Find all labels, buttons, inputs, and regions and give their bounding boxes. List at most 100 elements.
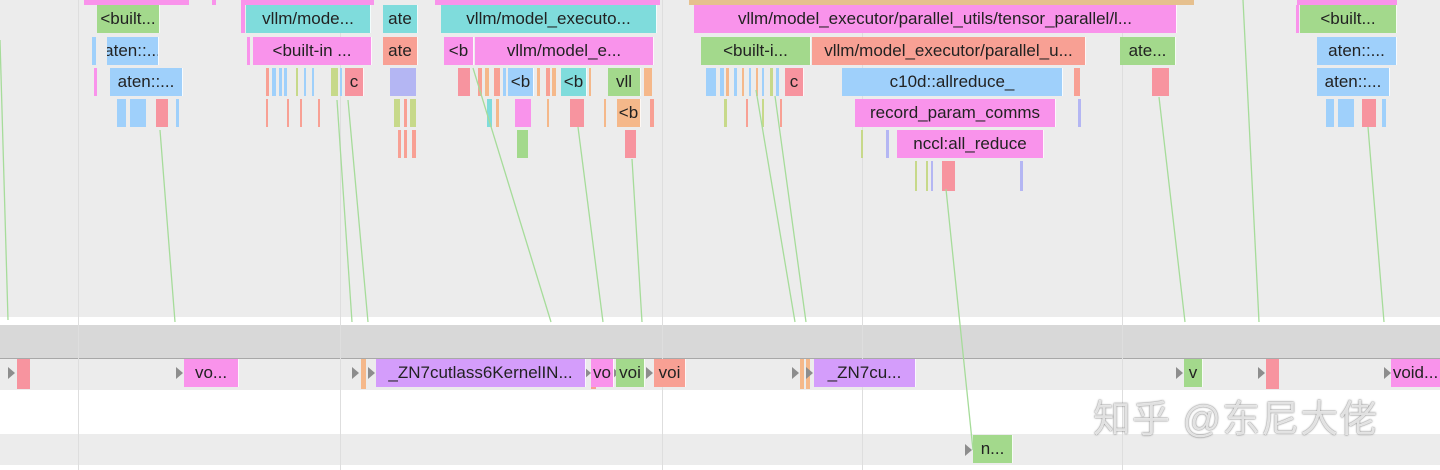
slice-sliver[interactable]: [742, 68, 744, 96]
slice-sliver[interactable]: [296, 68, 298, 96]
gpu-kernel-slice[interactable]: void...: [1391, 359, 1440, 387]
expand-triangle-icon[interactable]: [792, 367, 799, 379]
slice-sliver[interactable]: [496, 99, 499, 127]
process-header[interactable]: [0, 325, 1440, 359]
slice-sliver[interactable]: [312, 68, 314, 96]
slice-sliver[interactable]: [212, 0, 216, 5]
expand-triangle-icon[interactable]: [646, 367, 653, 379]
slice-sliver[interactable]: [1297, 0, 1397, 5]
cpu-slice[interactable]: vllm/model_e...: [475, 37, 654, 65]
slice-sliver[interactable]: [304, 68, 306, 96]
slice-sliver[interactable]: [517, 130, 528, 158]
slice-sliver[interactable]: [485, 68, 489, 96]
expand-triangle-icon[interactable]: [176, 367, 183, 379]
cpu-slice[interactable]: vll: [608, 68, 641, 96]
slice-sliver[interactable]: [494, 68, 500, 96]
slice-sliver[interactable]: [487, 99, 492, 127]
slice-sliver[interactable]: [241, 0, 374, 5]
slice-sliver[interactable]: [762, 99, 764, 127]
slice-sliver[interactable]: [770, 68, 773, 96]
cpu-slice[interactable]: <built...: [1300, 5, 1397, 33]
slice-sliver[interactable]: [503, 68, 506, 96]
expand-triangle-icon[interactable]: [1384, 367, 1391, 379]
cpu-slice[interactable]: c10d::allreduce_: [842, 68, 1063, 96]
gpu-kernel-slice[interactable]: _ZN7cutlass6KernelIN...: [376, 359, 586, 387]
cpu-slice[interactable]: ate: [383, 37, 418, 65]
gpu-kernel-slice[interactable]: vo...: [184, 359, 239, 387]
slice-sliver[interactable]: [361, 359, 366, 389]
expand-triangle-icon[interactable]: [352, 367, 359, 379]
expand-triangle-icon[interactable]: [1176, 367, 1183, 379]
cpu-slice[interactable]: record_param_comms: [855, 99, 1056, 127]
slice-sliver[interactable]: [435, 0, 660, 5]
slice-sliver[interactable]: [279, 68, 282, 96]
slice-sliver[interactable]: [17, 359, 30, 389]
slice-sliver[interactable]: [552, 68, 556, 96]
cpu-slice[interactable]: <b: [617, 99, 641, 127]
expand-triangle-icon[interactable]: [965, 444, 972, 456]
slice-sliver[interactable]: [318, 99, 320, 127]
slice-sliver[interactable]: [644, 68, 652, 96]
slice-sliver[interactable]: [117, 99, 126, 127]
slice-sliver[interactable]: [176, 99, 179, 127]
slice-sliver[interactable]: [404, 130, 407, 158]
slice-sliver[interactable]: [547, 99, 549, 127]
gpu-kernel-slice[interactable]: _ZN7cu...: [814, 359, 916, 387]
slice-sliver[interactable]: [915, 161, 917, 191]
slice-sliver[interactable]: [625, 130, 636, 158]
slice-sliver[interactable]: [241, 5, 245, 33]
slice-sliver[interactable]: [1152, 68, 1169, 96]
cpu-slice[interactable]: <b: [508, 68, 534, 96]
slice-sliver[interactable]: [272, 68, 276, 96]
expand-triangle-icon[interactable]: [584, 367, 591, 379]
slice-sliver[interactable]: [1296, 5, 1299, 33]
slice-sliver[interactable]: [734, 68, 737, 96]
slice-sliver[interactable]: [726, 68, 729, 96]
cpu-slice[interactable]: aten::...: [1317, 37, 1397, 65]
slice-sliver[interactable]: [410, 99, 416, 127]
cpu-slice[interactable]: aten::...: [1317, 68, 1390, 96]
slice-sliver[interactable]: [546, 68, 550, 96]
slice-sliver[interactable]: [92, 37, 96, 65]
slice-sliver[interactable]: [724, 99, 727, 127]
cpu-slice[interactable]: <built-in ...: [253, 37, 372, 65]
slice-sliver[interactable]: [689, 0, 1194, 5]
slice-sliver[interactable]: [390, 68, 416, 96]
slice-sliver[interactable]: [780, 99, 782, 127]
slice-sliver[interactable]: [1078, 99, 1081, 127]
slice-sliver[interactable]: [776, 68, 779, 96]
cpu-slice[interactable]: nccl:all_reduce: [897, 130, 1044, 158]
cpu-slice[interactable]: <built-i...: [701, 37, 811, 65]
cpu-slice[interactable]: vllm/mode...: [246, 5, 371, 33]
slice-sliver[interactable]: [84, 0, 189, 5]
slice-sliver[interactable]: [942, 161, 955, 191]
slice-sliver[interactable]: [749, 68, 751, 96]
slice-sliver[interactable]: [1074, 68, 1080, 96]
cpu-slice[interactable]: vllm/model_executo...: [441, 5, 657, 33]
slice-sliver[interactable]: [720, 68, 724, 96]
slice-sliver[interactable]: [931, 161, 933, 191]
slice-sliver[interactable]: [604, 99, 606, 127]
cpu-slice[interactable]: ate...: [1120, 37, 1176, 65]
gpu-kernel-slice[interactable]: voi: [654, 359, 686, 387]
slice-sliver[interactable]: [398, 130, 401, 158]
slice-sliver[interactable]: [287, 99, 289, 127]
slice-sliver[interactable]: [746, 99, 748, 127]
slice-sliver[interactable]: [130, 99, 146, 127]
gpu-kernel-slice[interactable]: voi: [616, 359, 645, 387]
expand-triangle-icon[interactable]: [8, 367, 15, 379]
cpu-slice[interactable]: aten::...: [107, 37, 159, 65]
slice-sliver[interactable]: [1362, 99, 1376, 127]
slice-sliver[interactable]: [394, 99, 400, 127]
cpu-slice[interactable]: c: [785, 68, 804, 96]
slice-sliver[interactable]: [404, 99, 407, 127]
slice-sliver[interactable]: [478, 68, 482, 96]
slice-sliver[interactable]: [861, 130, 863, 158]
slice-sliver[interactable]: [706, 68, 716, 96]
cpu-slice[interactable]: ate: [383, 5, 418, 33]
gpu-kernel-slice[interactable]: vo: [591, 359, 614, 387]
slice-sliver[interactable]: [1266, 359, 1279, 389]
slice-sliver[interactable]: [650, 99, 654, 127]
slice-sliver[interactable]: [340, 68, 342, 96]
slice-sliver[interactable]: [94, 68, 97, 96]
